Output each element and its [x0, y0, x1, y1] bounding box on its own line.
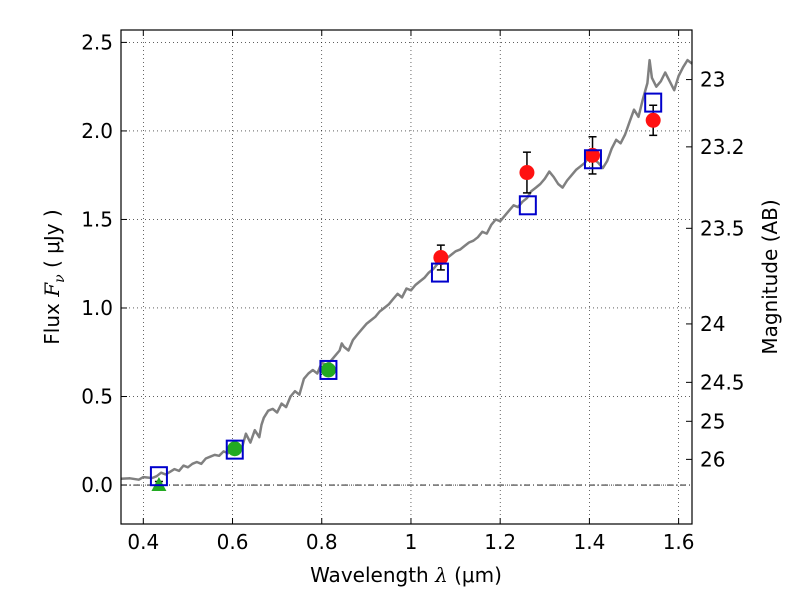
model-photometry-point — [319, 359, 338, 380]
magnitude-tick-label: 24.5 — [700, 370, 745, 394]
measurement-point — [227, 441, 243, 457]
data-markers — [149, 92, 663, 492]
magnitude-tick-label: 23 — [700, 68, 725, 92]
axis-ticks: 0.4 0.6 0.8 1 1.2 1.4 1.6 0.0 0.5 1.0 1.5 2.0 2.5 23 2… — [81, 30, 745, 554]
x-tick-label: 0.4 — [127, 530, 159, 554]
measurement-point — [433, 250, 449, 266]
grid — [121, 30, 692, 524]
measurement-point — [320, 362, 336, 378]
y-tick-label: 2.5 — [81, 30, 113, 54]
y-tick-label: 1.0 — [81, 296, 113, 320]
magnitude-tick-label: 23.2 — [700, 135, 745, 159]
measurement-point — [645, 112, 661, 128]
x-tick-label: 1.6 — [663, 530, 695, 554]
model-photometry-point — [430, 262, 449, 283]
x-tick-label: 1.4 — [573, 530, 605, 554]
model-photometry-point — [644, 92, 663, 113]
x-tick-label: 0.6 — [217, 530, 249, 554]
x-axis-label: Wavelength λ (μm) — [310, 563, 502, 587]
measurement-point — [519, 165, 535, 181]
model-photometry-point — [518, 195, 537, 216]
y-tick-label: 0.5 — [81, 385, 113, 409]
magnitude-tick-label: 23.5 — [700, 216, 745, 240]
upper-limit-point — [151, 477, 167, 492]
model-photometry-point — [149, 466, 168, 487]
model-photometry-point — [225, 439, 244, 460]
magnitude-axis-label: Magnitude (AB) — [758, 199, 782, 354]
y-tick-label: 1.5 — [81, 207, 113, 231]
measurement-point — [585, 147, 601, 163]
magnitude-tick-label: 25 — [700, 409, 725, 433]
y-tick-label: 0.0 — [81, 473, 113, 497]
x-tick-label: 1 — [405, 530, 418, 554]
x-tick-label: 1.2 — [484, 530, 516, 554]
y-axis-label: Flux Fν ( μJy ) — [40, 209, 68, 344]
model-spectrum-line — [120, 58, 693, 481]
x-tick-label: 0.8 — [306, 530, 338, 554]
magnitude-tick-label: 26 — [700, 447, 725, 471]
plot-frame — [120, 29, 693, 525]
y-tick-label: 2.0 — [81, 119, 113, 143]
magnitude-tick-label: 24 — [700, 312, 725, 336]
model-photometry-point — [583, 149, 602, 170]
